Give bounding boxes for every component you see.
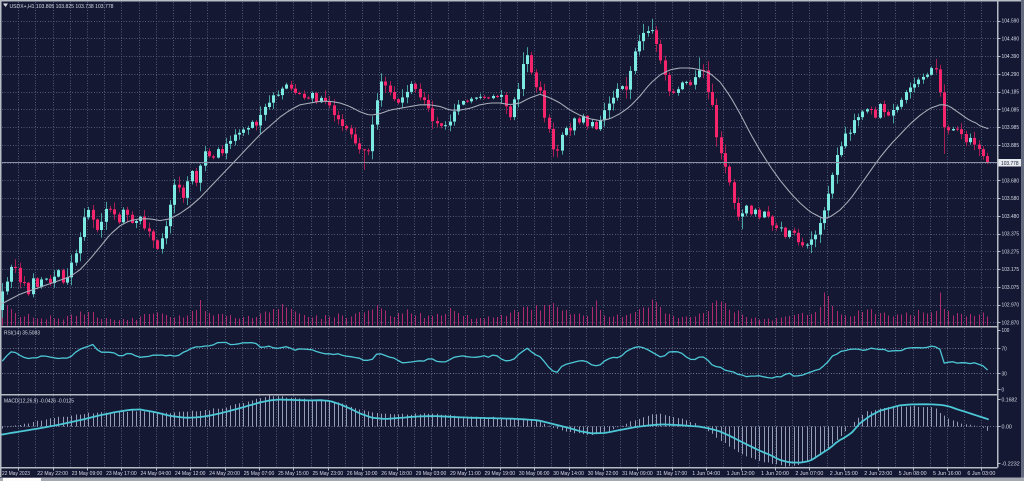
svg-text:MACD(12,26,9) -0.0426 -0.0125: MACD(12,26,9) -0.0426 -0.0125 — [4, 399, 75, 405]
svg-text:103.175: 103.175 — [1002, 267, 1020, 273]
svg-text:-0.2232: -0.2232 — [1002, 462, 1020, 468]
svg-text:1 Jun 20:00: 1 Jun 20:00 — [761, 471, 790, 477]
svg-text:104.290: 104.290 — [1002, 72, 1020, 78]
svg-text:31 May 09:00: 31 May 09:00 — [622, 471, 653, 477]
svg-text:29 May 19:00: 29 May 19:00 — [485, 471, 516, 477]
svg-text:24 May 04:00: 24 May 04:00 — [141, 471, 172, 477]
svg-text:102.870: 102.870 — [1002, 321, 1020, 327]
svg-text:24 May 20:00: 24 May 20:00 — [209, 471, 240, 477]
svg-text:104.185: 104.185 — [1002, 90, 1020, 96]
svg-text:22 May 22:00: 22 May 22:00 — [37, 471, 68, 477]
svg-text:26 May 18:00: 26 May 18:00 — [381, 471, 412, 477]
svg-text:103.985: 103.985 — [1002, 125, 1020, 131]
svg-text:100: 100 — [1002, 328, 1010, 334]
svg-text:5 Jun 16:00: 5 Jun 16:00 — [933, 471, 962, 477]
svg-text:23 May 09:00: 23 May 09:00 — [72, 471, 103, 477]
svg-text:29 May 03:00: 29 May 03:00 — [416, 471, 447, 477]
svg-text:103.580: 103.580 — [1002, 196, 1020, 202]
svg-text:104.490: 104.490 — [1002, 37, 1020, 43]
svg-text:30 May 06:00: 30 May 06:00 — [519, 471, 550, 477]
svg-text:0.1682: 0.1682 — [1002, 398, 1018, 404]
svg-text:70: 70 — [1002, 347, 1008, 353]
svg-text:1 Jun 04:00: 1 Jun 04:00 — [692, 471, 721, 477]
svg-text:22 May 2023: 22 May 2023 — [2, 471, 31, 477]
svg-text:103.275: 103.275 — [1002, 249, 1020, 255]
svg-text:25 May 07:00: 25 May 07:00 — [244, 471, 275, 477]
svg-text:30: 30 — [1002, 372, 1008, 378]
svg-text:2 Jun 15:00: 2 Jun 15:00 — [830, 471, 859, 477]
svg-text:23 May 17:00: 23 May 17:00 — [106, 471, 137, 477]
svg-text:30 May 22:00: 30 May 22:00 — [588, 471, 619, 477]
svg-text:0.00: 0.00 — [1002, 425, 1013, 431]
svg-text:0: 0 — [1002, 388, 1005, 394]
svg-text:103.778: 103.778 — [1001, 161, 1019, 167]
svg-text:26 May 10:00: 26 May 10:00 — [347, 471, 378, 477]
svg-text:104.085: 104.085 — [1002, 107, 1020, 113]
svg-text:6 Jun 03:00: 6 Jun 03:00 — [967, 471, 996, 477]
svg-text:2 Jun 23:00: 2 Jun 23:00 — [864, 471, 893, 477]
svg-text:1 Jun 12:00: 1 Jun 12:00 — [727, 471, 756, 477]
svg-text:103.375: 103.375 — [1002, 232, 1020, 238]
svg-text:103.075: 103.075 — [1002, 285, 1020, 291]
svg-text:103.885: 103.885 — [1002, 143, 1020, 149]
svg-text:102.970: 102.970 — [1002, 303, 1020, 309]
svg-text:103.680: 103.680 — [1002, 178, 1020, 184]
svg-text:104.390: 104.390 — [1002, 54, 1020, 60]
svg-text:30 May 14:00: 30 May 14:00 — [553, 471, 584, 477]
svg-text:29 May 11:00: 29 May 11:00 — [450, 471, 481, 477]
svg-text:24 May 12:00: 24 May 12:00 — [175, 471, 206, 477]
svg-text:2 Jun 07:00: 2 Jun 07:00 — [795, 471, 824, 477]
svg-text:103.480: 103.480 — [1002, 214, 1020, 220]
svg-text:RSI(14) 35.5083: RSI(14) 35.5083 — [4, 331, 41, 337]
svg-text:25 May 15:00: 25 May 15:00 — [278, 471, 309, 477]
svg-text:104.590: 104.590 — [1002, 19, 1020, 25]
svg-text:5 Jun 08:00: 5 Jun 08:00 — [899, 471, 928, 477]
svg-text:25 May 23:00: 25 May 23:00 — [313, 471, 344, 477]
svg-text:31 May 17:00: 31 May 17:00 — [657, 471, 688, 477]
svg-text:USDX+,H1 103.805 103.825 103.: USDX+,H1 103.805 103.825 103.738 103.778 — [10, 4, 115, 10]
